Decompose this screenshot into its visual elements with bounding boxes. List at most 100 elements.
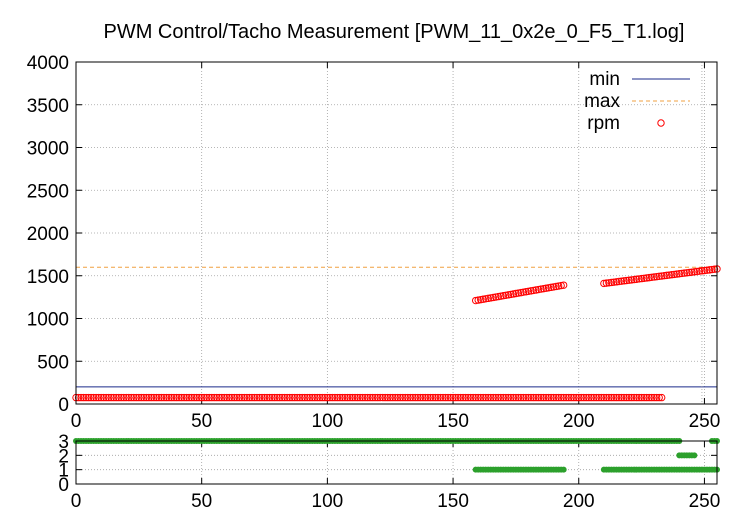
rpm-point xyxy=(534,285,543,294)
rpm-point xyxy=(635,393,643,402)
rpm-point xyxy=(595,393,603,402)
rpm-point xyxy=(517,288,525,297)
rpm-point xyxy=(343,393,352,402)
rpm-point xyxy=(187,393,196,402)
rpm-point xyxy=(554,282,563,290)
rpm-point xyxy=(77,393,85,402)
rpm-point xyxy=(74,393,83,402)
rpm-point xyxy=(419,393,427,402)
rpm-point xyxy=(426,393,435,402)
rpm-point xyxy=(532,286,540,294)
rpm-point xyxy=(514,289,523,297)
rpm-point xyxy=(333,393,342,402)
rpm-point xyxy=(640,393,648,402)
rpm-point xyxy=(87,393,95,402)
rpm-point xyxy=(323,393,332,402)
rpm-point xyxy=(487,393,495,402)
rpm-point xyxy=(220,393,229,402)
rpm-point xyxy=(228,393,236,402)
rpm-point xyxy=(607,393,616,402)
x-tick-label: 200 xyxy=(563,411,595,432)
rpm-point xyxy=(637,274,646,283)
rpm-point xyxy=(439,393,447,402)
y-tick-label: 2000 xyxy=(27,224,69,245)
rpm-point xyxy=(157,393,166,402)
rpm-point xyxy=(137,393,146,402)
rpm-point xyxy=(99,393,108,402)
rpm-point xyxy=(645,393,653,402)
rpm-point xyxy=(547,393,555,402)
rpm-point xyxy=(489,393,497,402)
rpm-point xyxy=(489,293,497,302)
rpm-point xyxy=(605,279,613,287)
rpm-point xyxy=(703,266,711,274)
rpm-point xyxy=(497,393,505,402)
rpm-point xyxy=(640,274,648,282)
rpm-point xyxy=(328,393,337,402)
rpm-point xyxy=(524,393,533,402)
rpm-point xyxy=(572,393,580,402)
rpm-point xyxy=(210,393,218,402)
rpm-point xyxy=(268,393,276,402)
rpm-point xyxy=(507,290,515,299)
x-tick-label: 0 xyxy=(71,491,82,512)
rpm-point xyxy=(507,393,515,402)
rpm-point xyxy=(368,393,377,402)
rpm-point xyxy=(547,283,555,292)
rpm-point xyxy=(678,269,686,278)
rpm-point xyxy=(165,393,173,402)
rpm-point xyxy=(655,393,663,402)
rpm-point xyxy=(117,393,125,402)
rpm-point xyxy=(459,393,467,402)
rpm-point xyxy=(554,393,563,402)
rpm-point xyxy=(602,393,611,402)
y-tick-label: 1500 xyxy=(27,267,69,288)
rpm-point xyxy=(338,393,347,402)
rpm-point xyxy=(655,272,663,281)
rpm-point xyxy=(650,393,658,402)
rpm-point xyxy=(580,393,588,402)
rpm-point xyxy=(597,393,606,402)
rpm-point xyxy=(258,393,266,402)
rpm-point xyxy=(620,393,628,402)
rpm-point xyxy=(185,393,193,402)
rpm-point xyxy=(474,393,482,402)
rpm-point xyxy=(695,267,704,275)
rpm-point xyxy=(308,393,316,402)
rpm-point xyxy=(404,393,412,402)
rpm-point xyxy=(652,393,661,402)
rpm-point xyxy=(647,273,656,282)
rpm-point xyxy=(107,393,115,402)
rpm-point xyxy=(454,393,462,402)
rpm-point xyxy=(675,270,683,278)
rpm-point xyxy=(296,393,304,402)
rpm-point xyxy=(353,393,362,402)
rpm-point xyxy=(318,393,327,402)
x-tick-label: 50 xyxy=(191,491,212,512)
rpm-point xyxy=(253,393,261,402)
chart-title: PWM Control/Tacho Measurement [PWM_11_0x… xyxy=(103,21,684,43)
rpm-point xyxy=(331,393,339,402)
rpm-point xyxy=(94,393,103,402)
rpm-point xyxy=(698,267,706,275)
rpm-point xyxy=(79,393,88,402)
rpm-point xyxy=(605,393,613,402)
rpm-point xyxy=(175,393,183,402)
rpm-point xyxy=(192,393,201,402)
rpm-point xyxy=(429,393,437,402)
rpm-point xyxy=(657,393,666,402)
rpm-point xyxy=(243,393,251,402)
rpm-point xyxy=(652,272,661,281)
rpm-point xyxy=(316,393,324,402)
rpm-point xyxy=(708,265,716,274)
rpm-point xyxy=(140,393,148,402)
x-tick-label: 250 xyxy=(689,411,721,432)
rpm-point xyxy=(409,393,417,402)
rpm-point xyxy=(670,270,678,279)
rpm-point xyxy=(487,294,495,302)
rpm-point xyxy=(617,277,626,285)
rpm-point xyxy=(645,273,653,282)
rpm-point xyxy=(570,393,578,402)
